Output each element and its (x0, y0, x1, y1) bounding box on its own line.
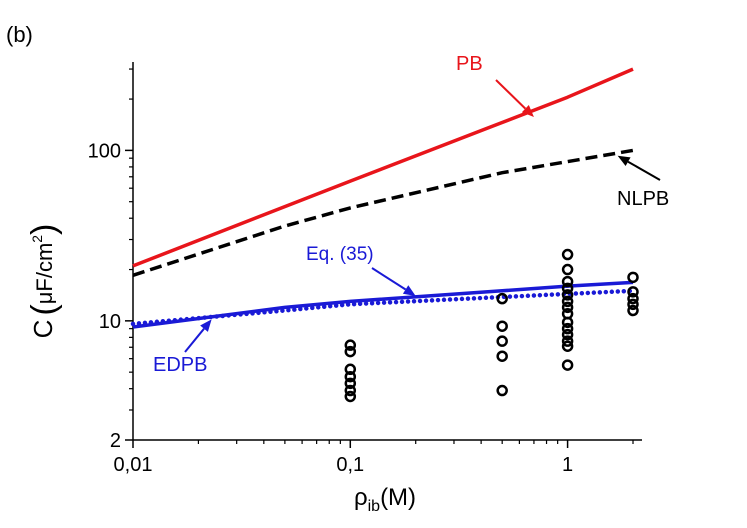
x-axis-label-tail: (M) (380, 484, 416, 511)
data-point-marker (561, 275, 574, 288)
series-line-edpb (130, 288, 636, 327)
y-tick-label: 10 (99, 311, 121, 333)
series-line-eq-35 (132, 280, 634, 329)
data-point-marker (561, 340, 574, 352)
annotation-eq-35-arrowhead (402, 285, 416, 296)
x-tick-label: 1 (562, 454, 573, 476)
x-axis-label: ρib(M) (354, 484, 416, 515)
data-point-marker (561, 316, 574, 329)
markers-group (344, 248, 639, 403)
annotation-nlpb-arrow (627, 160, 661, 181)
data-point-marker (561, 282, 574, 295)
y-axis-label-unit: μF/cm (32, 243, 57, 305)
annotation-nlpb-arrowhead (617, 155, 631, 167)
annotation-pb-arrow (495, 79, 527, 110)
series-line-nlpb (132, 148, 634, 277)
y-tick-label: 2 (110, 430, 121, 452)
data-point-marker (344, 363, 357, 376)
data-point-marker (561, 328, 574, 341)
y-axis-label-open-paren: ( (25, 304, 63, 316)
data-point-marker (561, 359, 574, 371)
data-point-marker (496, 350, 508, 362)
annotation-eq-35-arrow (371, 267, 407, 291)
data-point-marker (561, 289, 574, 301)
data-point-marker (561, 295, 574, 308)
annotation-edpb-arrowhead (200, 319, 212, 332)
data-point-marker (561, 301, 574, 314)
data-point-marker (344, 345, 357, 358)
x-tick-label: 0,01 (114, 454, 153, 476)
y-axis-label: C (μF/cm2) (25, 224, 63, 339)
annotation-pb-label: PB (456, 53, 483, 75)
data-point-marker (344, 384, 357, 397)
data-point-marker (561, 248, 574, 261)
data-point-marker (496, 335, 508, 347)
panel-label: (b) (6, 22, 33, 47)
annotation-edpb-arrow (184, 328, 205, 353)
annotations-group: PB NLPB Eq. (35) EDPB (153, 53, 669, 376)
series-group (130, 67, 636, 329)
x-axis-label-main: ρ (354, 484, 368, 511)
x-tick-label: 0,1 (336, 454, 364, 476)
data-point-marker (344, 339, 357, 351)
data-point-marker (344, 370, 357, 383)
annotation-nlpb-label: NLPB (617, 188, 669, 210)
data-point-marker (344, 377, 357, 390)
data-point-marker (627, 271, 639, 284)
ticks-group: 0,01 0,1 1 2 10 100 (88, 68, 634, 476)
y-axis-label-main: C (28, 320, 58, 339)
y-axis-label-sup: 2 (29, 235, 45, 243)
y-axis-label-close-paren: ) (25, 224, 63, 235)
data-point-marker (627, 292, 639, 305)
series-line-pb (132, 67, 634, 268)
y-tick-label: 100 (88, 140, 121, 162)
data-point-marker (496, 292, 508, 305)
data-point-marker (561, 263, 574, 276)
data-point-marker (627, 286, 639, 298)
data-point-marker (561, 322, 574, 335)
annotation-eq-35-label: Eq. (35) (306, 244, 374, 265)
data-point-marker (627, 298, 639, 311)
data-point-marker (496, 320, 508, 332)
data-point-marker (344, 390, 357, 403)
annotation-pb-arrowhead (521, 105, 534, 117)
x-axis-label-sub: ib (368, 498, 381, 515)
annotation-edpb-label: EDPB (153, 354, 207, 376)
data-point-marker (627, 304, 639, 317)
data-point-marker (496, 384, 508, 397)
data-point-marker (561, 335, 574, 347)
